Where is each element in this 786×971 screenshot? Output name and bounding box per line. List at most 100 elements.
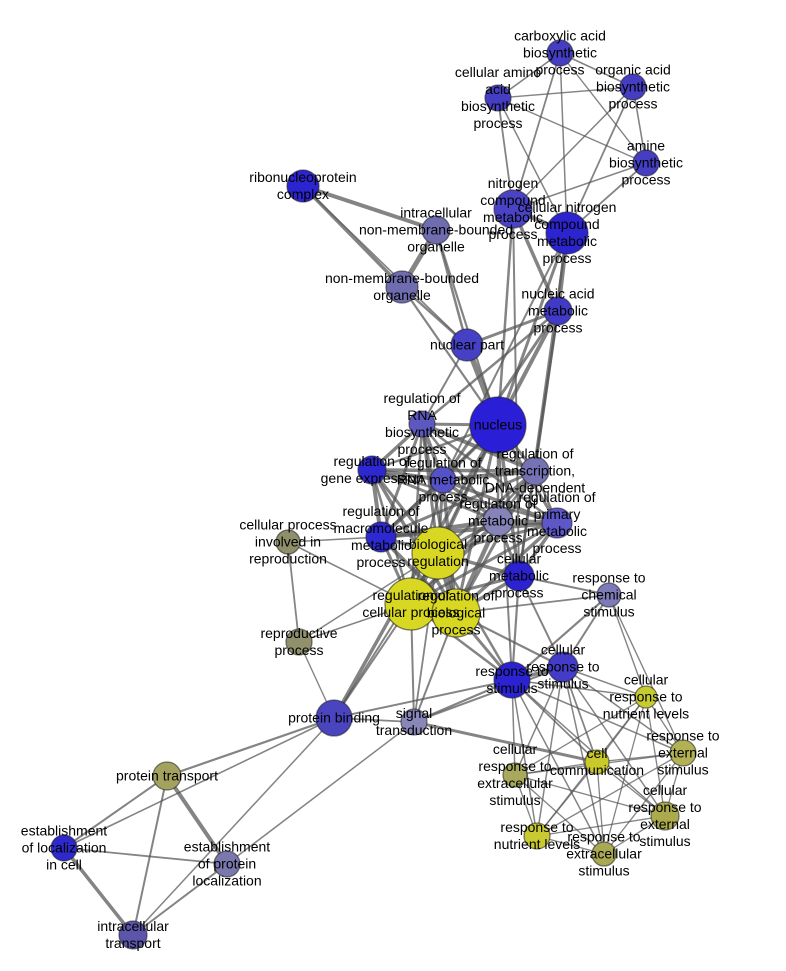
node-regulation-macromolecule-metabolic[interactable] <box>365 521 397 553</box>
edge-nucleic-acid-metabolic--regulation-rna-metabolic[interactable] <box>441 309 560 482</box>
edge-cellular-amino-acid-biosynthetic--amine-biosynthetic[interactable] <box>497 97 647 164</box>
edge-cellular-nitrogen-compound-metabolic--nucleus[interactable] <box>496 231 569 427</box>
node-response-chemical-stimulus[interactable] <box>596 582 622 608</box>
edge-ribonucleoprotein-complex--nuclear-part[interactable] <box>302 185 468 346</box>
edge-regulation-rna-biosynthetic--regulation-metabolic[interactable] <box>420 422 500 523</box>
edge-organic-acid-biosynthetic--cellular-nitrogen-compound-metabolic[interactable] <box>566 86 634 234</box>
node-nucleus[interactable] <box>469 396 527 454</box>
node-response-extracellular-stimulus[interactable] <box>591 841 617 867</box>
edge-signal-transduction--cell-communication[interactable] <box>412 720 599 764</box>
edge-carboxylic-acid-biosynthetic--nitrogen-compound-metabolic[interactable] <box>512 52 561 210</box>
node-establishment-protein-localization[interactable] <box>213 850 241 878</box>
edge-establishment-protein-localization--signal-transduction[interactable] <box>226 721 415 865</box>
edge-cellular-response-stimulus--cell-communication[interactable] <box>562 666 598 763</box>
edge-response-stimulus--response-extracellular-stimulus[interactable] <box>511 679 605 855</box>
edge-protein-binding--intracellular-transport[interactable] <box>132 717 335 936</box>
edge-carboxylic-acid-biosynthetic--cellular-nitrogen-compound-metabolic[interactable] <box>559 52 568 234</box>
node-regulation-metabolic[interactable] <box>482 505 514 537</box>
edge-protein-transport--establishment-protein-localization[interactable] <box>165 774 229 866</box>
edge-cellular-response-stimulus--cellular-response-external-stimulus[interactable] <box>562 666 666 817</box>
edge-establishment-localization-in-cell--intracellular-transport[interactable] <box>62 846 135 937</box>
edge-cellular-amino-acid-biosynthetic--cellular-nitrogen-compound-metabolic[interactable] <box>497 97 568 234</box>
edge-cellular-response-nutrient-levels--cellular-response-extracellular-stimulus[interactable] <box>514 696 647 776</box>
node-signal-transduction[interactable] <box>400 708 428 736</box>
edge-response-stimulus--response-nutrient-levels[interactable] <box>511 679 538 837</box>
node-response-nutrient-levels[interactable] <box>523 822 551 850</box>
edge-carboxylic-acid-biosynthetic--amine-biosynthetic[interactable] <box>559 52 647 164</box>
edge-nitrogen-compound-metabolic--nucleus[interactable] <box>496 207 515 427</box>
edge-regulation-rna-biosynthetic--regulation-transcription-dna-dependent[interactable] <box>420 422 537 473</box>
node-organic-acid-biosynthetic[interactable] <box>619 73 647 101</box>
edge-protein-binding--protein-transport[interactable] <box>165 716 336 778</box>
edge-cell-communication--response-nutrient-levels[interactable] <box>536 761 598 837</box>
node-response-external-stimulus[interactable] <box>669 739 697 767</box>
node-protein-transport[interactable] <box>152 761 182 791</box>
edge-ribonucleoprotein-complex--intracellular-non-membrane-bounded-organelle[interactable] <box>301 184 438 232</box>
edge-regulation-macromolecule-metabolic--regulation-primary-metabolic[interactable] <box>379 521 559 539</box>
node-regulation-rna-metabolic[interactable] <box>429 466 457 494</box>
edge-amine-biosynthetic--nitrogen-compound-metabolic[interactable] <box>512 162 647 210</box>
node-cellular-response-extracellular-stimulus[interactable] <box>502 762 528 788</box>
node-cellular-nitrogen-compound-metabolic[interactable] <box>545 211 589 255</box>
edge-response-chemical-stimulus--response-external-stimulus[interactable] <box>608 594 684 754</box>
edge-regulation-gene-expression--regulation-metabolic[interactable] <box>370 468 500 523</box>
edge-protein-binding--nucleus[interactable] <box>332 423 500 720</box>
edge-signal-transduction--biological-regulation[interactable] <box>413 552 439 723</box>
node-intracellular-transport[interactable] <box>118 920 148 950</box>
edge-nucleic-acid-metabolic--regulation-rna-biosynthetic[interactable] <box>420 309 560 426</box>
node-cellular-response-external-stimulus[interactable] <box>650 801 680 831</box>
node-cellular-metabolic[interactable] <box>503 560 535 592</box>
node-cellular-process-involved-in-reproduction[interactable] <box>275 529 301 555</box>
node-regulation-rna-biosynthetic[interactable] <box>408 410 436 438</box>
edge-response-external-stimulus--response-extracellular-stimulus[interactable] <box>603 752 684 855</box>
edge-cellular-response-stimulus--cellular-metabolic[interactable] <box>518 575 564 668</box>
node-nucleic-acid-metabolic[interactable] <box>543 296 573 326</box>
node-carboxylic-acid-biosynthetic[interactable] <box>546 39 574 67</box>
node-regulation-primary-metabolic[interactable] <box>541 507 573 539</box>
edge-cellular-response-stimulus--signal-transduction[interactable] <box>413 666 564 723</box>
edge-response-chemical-stimulus--cellular-response-nutrient-levels[interactable] <box>608 594 647 698</box>
edge-regulation-transcription-dna-dependent--regulation-rna-metabolic[interactable] <box>440 468 538 483</box>
edge-response-chemical-stimulus--response-stimulus[interactable] <box>510 593 611 682</box>
edge-response-stimulus--cellular-response-external-stimulus[interactable] <box>511 679 666 817</box>
node-regulation-biological[interactable] <box>431 588 481 638</box>
node-cell-communication[interactable] <box>584 749 610 775</box>
edge-cell-communication--response-extracellular-stimulus[interactable] <box>596 761 605 855</box>
edge-establishment-protein-localization--intracellular-transport[interactable] <box>132 863 228 936</box>
edge-regulation-primary-metabolic--regulation-cellular[interactable] <box>409 521 559 606</box>
node-establishment-localization-in-cell[interactable] <box>50 834 78 862</box>
node-amine-biosynthetic[interactable] <box>632 149 660 177</box>
node-regulation-cellular[interactable] <box>384 577 438 631</box>
edge-response-external-stimulus--response-nutrient-levels[interactable] <box>536 752 684 837</box>
node-nitrogen-compound-metabolic[interactable] <box>493 189 533 229</box>
node-regulation-transcription-dna-dependent[interactable] <box>520 456 550 486</box>
edge-protein-transport--establishment-localization-in-cell[interactable] <box>63 775 168 849</box>
edge-regulation-transcription-dna-dependent--regulation-gene-expression[interactable] <box>370 468 537 473</box>
edge-cellular-process-involved-in-reproduction--reproductive-process[interactable] <box>287 541 300 643</box>
edge-cellular-response-nutrient-levels--response-extracellular-stimulus[interactable] <box>603 696 647 855</box>
edge-cellular-response-extracellular-stimulus--response-extracellular-stimulus[interactable] <box>514 774 605 855</box>
node-protein-binding[interactable] <box>315 699 353 737</box>
edge-organic-acid-biosynthetic--cellular-amino-acid-biosynthetic[interactable] <box>497 86 634 99</box>
node-response-stimulus[interactable] <box>493 661 531 699</box>
edge-establishment-localization-in-cell--establishment-protein-localization[interactable] <box>63 847 228 865</box>
edge-cellular-response-extracellular-stimulus--cellular-response-external-stimulus[interactable] <box>514 774 666 817</box>
edge-organic-acid-biosynthetic--nitrogen-compound-metabolic[interactable] <box>512 86 634 210</box>
edge-reproductive-process--biological-regulation[interactable] <box>298 552 439 643</box>
node-reproductive-process[interactable] <box>285 628 313 656</box>
node-non-membrane-bounded-organelle[interactable] <box>385 270 419 304</box>
edge-response-stimulus--nucleus[interactable] <box>497 424 513 681</box>
node-intracellular-non-membrane-bounded-organelle[interactable] <box>421 215 451 245</box>
node-biological-regulation[interactable] <box>411 526 465 580</box>
node-cellular-response-stimulus[interactable] <box>547 651 579 683</box>
edge-response-stimulus--cellular-response-nutrient-levels[interactable] <box>511 679 647 698</box>
node-ribonucleoprotein-complex[interactable] <box>286 169 320 203</box>
node-cellular-amino-acid-biosynthetic[interactable] <box>484 84 512 112</box>
edge-protein-binding--establishment-localization-in-cell[interactable] <box>63 717 335 849</box>
node-cellular-response-nutrient-levels[interactable] <box>634 685 658 709</box>
node-nuclear-part[interactable] <box>450 328 484 362</box>
edge-protein-transport--intracellular-transport[interactable] <box>132 775 168 936</box>
edge-cellular-response-external-stimulus--response-nutrient-levels[interactable] <box>536 815 666 837</box>
edge-cell-communication--cellular-response-extracellular-stimulus[interactable] <box>514 761 598 776</box>
